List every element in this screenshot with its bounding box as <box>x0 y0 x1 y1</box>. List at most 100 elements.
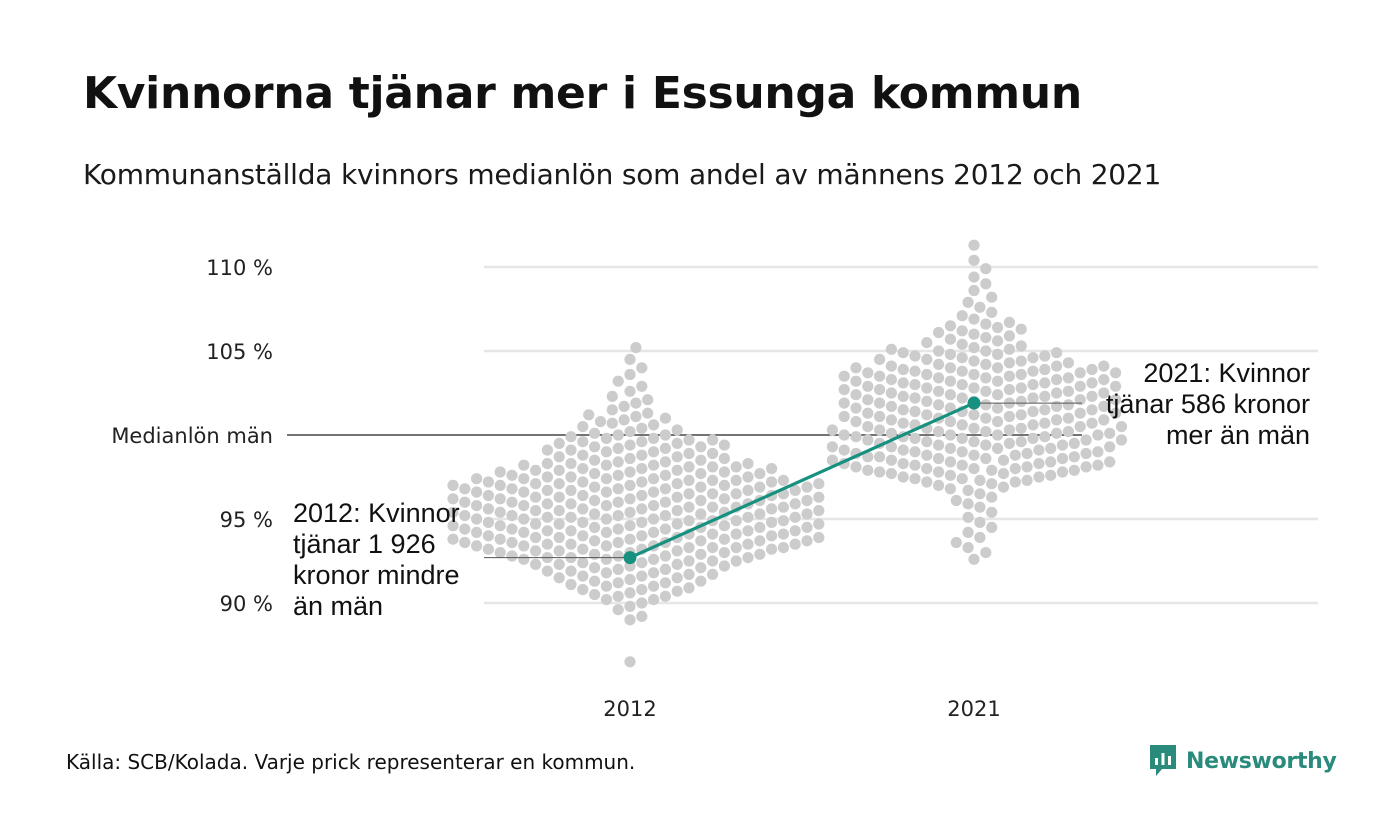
dot-2021 <box>997 468 1010 480</box>
dot-2021 <box>933 345 945 357</box>
dot-2012 <box>471 526 483 539</box>
dot-2012 <box>494 506 506 518</box>
dot-2021 <box>956 459 968 471</box>
dot-2021 <box>1027 419 1039 431</box>
dot-2021 <box>956 379 968 391</box>
dot-2021 <box>992 375 1004 387</box>
dot-2012 <box>683 555 695 567</box>
dot-2021 <box>992 362 1004 374</box>
dot-2012 <box>565 484 577 496</box>
dot-2012 <box>801 508 813 520</box>
dot-2021 <box>986 306 998 318</box>
dot-2012 <box>482 543 494 555</box>
dot-2012 <box>659 496 672 508</box>
dot-2021 <box>986 478 998 490</box>
dot-2012 <box>565 471 577 483</box>
dot-2012 <box>589 575 601 587</box>
dot-2012 <box>707 461 719 473</box>
dot-2021 <box>1110 380 1122 392</box>
dot-2012 <box>553 545 565 557</box>
dot-2012 <box>742 471 754 483</box>
dot-2021 <box>933 326 945 339</box>
dot-2021 <box>944 429 957 441</box>
dot-2012 <box>742 525 754 537</box>
dot-2012 <box>553 572 565 584</box>
dot-2021 <box>921 476 933 488</box>
dot-2012 <box>813 491 825 503</box>
dot-2012 <box>530 464 542 476</box>
dot-2021 <box>986 464 998 476</box>
dot-2012 <box>624 506 636 518</box>
dot-2021 <box>980 263 992 275</box>
dot-2012 <box>577 584 589 596</box>
dot-2012 <box>518 513 530 525</box>
dot-2012 <box>565 511 577 523</box>
dot-2021 <box>1027 365 1039 377</box>
dot-2012 <box>624 533 636 545</box>
dot-2012 <box>754 508 766 520</box>
dot-2012 <box>541 538 554 550</box>
dot-2012 <box>506 483 518 495</box>
dot-2021 <box>980 385 992 397</box>
dot-2012 <box>683 542 695 554</box>
dot-2012 <box>530 505 542 517</box>
y-tick-label: Medianlön män <box>111 424 273 448</box>
dot-2021 <box>1104 441 1116 453</box>
dot-2012 <box>600 513 613 525</box>
dot-2021 <box>992 442 1004 454</box>
dot-2021 <box>1051 374 1063 386</box>
dot-2021 <box>862 434 874 446</box>
dot-2021 <box>909 392 921 404</box>
dot-2021 <box>1009 449 1021 461</box>
dot-2012 <box>695 508 707 520</box>
dot-2021 <box>1098 374 1110 386</box>
dot-2012 <box>612 536 624 549</box>
dot-2012 <box>707 555 719 567</box>
dot-2012 <box>565 444 577 456</box>
dot-2012 <box>600 446 613 458</box>
dot-2012 <box>813 505 825 517</box>
dot-2012 <box>742 511 754 523</box>
dot-2012 <box>683 447 695 460</box>
dot-2021 <box>1045 456 1057 468</box>
dot-2021 <box>850 389 862 401</box>
dot-2012 <box>636 489 648 502</box>
dot-2021 <box>897 417 909 429</box>
dot-2012 <box>530 518 542 530</box>
dot-2021 <box>874 370 886 382</box>
dot-2012 <box>471 540 483 552</box>
dot-2012 <box>447 520 459 532</box>
dot-2021 <box>1056 452 1069 465</box>
dot-2021 <box>1051 347 1063 359</box>
dot-2012 <box>624 493 636 505</box>
dot-2021 <box>1015 422 1027 434</box>
dot-2021 <box>921 409 933 421</box>
dot-2021 <box>874 424 886 436</box>
dot-2012 <box>636 436 648 448</box>
dot-2012 <box>730 555 742 567</box>
dot-2012 <box>618 400 630 412</box>
dot-2012 <box>530 545 542 557</box>
dot-2012 <box>659 577 672 589</box>
dot-2021 <box>1086 404 1098 416</box>
dot-2021 <box>897 458 909 470</box>
dot-2021 <box>933 358 945 370</box>
dot-2012 <box>671 545 683 557</box>
dot-2021 <box>956 473 968 485</box>
dot-2012 <box>600 594 613 606</box>
dot-2021 <box>921 463 933 475</box>
dot-2012 <box>754 535 766 547</box>
dot-2012 <box>636 516 648 529</box>
dot-2012 <box>813 478 825 490</box>
dot-2021 <box>1098 400 1110 412</box>
dot-2012 <box>730 461 742 473</box>
dot-2012 <box>447 493 459 505</box>
dot-2021 <box>962 542 974 554</box>
dot-2012 <box>742 552 754 564</box>
dot-2021 <box>968 239 980 251</box>
dot-2021 <box>1039 390 1051 402</box>
dot-2021 <box>974 474 986 486</box>
dot-2012 <box>636 597 648 609</box>
dot-2012 <box>730 515 742 527</box>
